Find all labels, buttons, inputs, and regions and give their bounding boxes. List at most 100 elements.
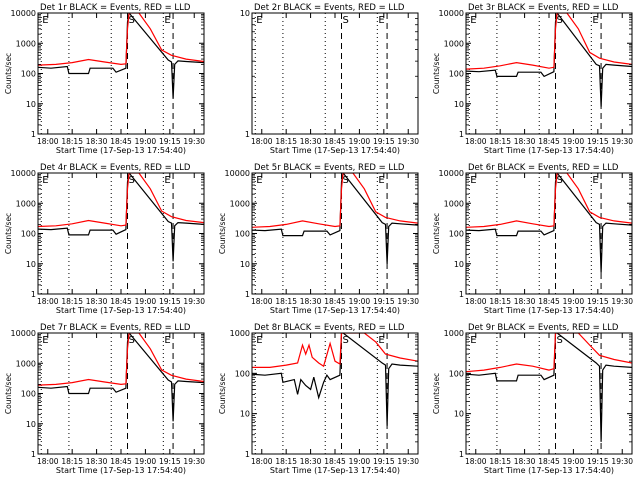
y-tick-label: 10 (26, 420, 36, 429)
x-tick-label: 19:15 (587, 297, 609, 306)
y-tick-label: 100 (21, 390, 36, 399)
y-axis-label: Counts/sec (218, 373, 227, 414)
y-tick-label: 100 (449, 369, 464, 378)
plot-frame (37, 332, 205, 455)
y-tick-label: 10000 (11, 169, 36, 178)
y-tick-label: 1000 (16, 39, 36, 48)
x-tick-label: 19:00 (563, 137, 585, 146)
y-tick-label: 1 (459, 290, 464, 299)
y-tick-label: 10000 (11, 9, 36, 18)
y-axis-label: Counts/sec (432, 373, 441, 414)
y-tick-label: 1000 (16, 359, 36, 368)
x-tick-label: 18:30 (300, 457, 322, 466)
y-tick-label: 1000 (230, 329, 250, 338)
x-tick-label: 19:15 (159, 297, 181, 306)
x-tick-label: 19:30 (397, 297, 419, 306)
x-tick-label: 18:45 (324, 457, 346, 466)
time-marker-label: S (343, 175, 349, 186)
panel-det-4: Det 4r BLACK = Events, RED = LLD E S E 1 10 10… (4, 163, 205, 315)
x-tick-label: 18:45 (110, 297, 132, 306)
plot-frame (37, 172, 205, 295)
series-events (466, 173, 632, 273)
x-tick-label: 18:45 (110, 137, 132, 146)
series-lld (252, 173, 418, 228)
panel-title: Det 9r BLACK = Events, RED = LLD (468, 323, 619, 333)
plot-frame (251, 172, 419, 295)
x-tick-label: 18:00 (37, 297, 59, 306)
time-marker-label: E (592, 15, 598, 26)
panel-title: Det 5r BLACK = Events, RED = LLD (254, 163, 405, 173)
time-marker-label: E (256, 335, 262, 346)
x-tick-label: 18:00 (465, 297, 487, 306)
x-tick-label: 19:00 (349, 457, 371, 466)
panel-title: Det 1r BLACK = Events, RED = LLD (40, 3, 191, 13)
panel-det-6: Det 6r BLACK = Events, RED = LLD E S E 1 10 10… (432, 163, 633, 315)
time-marker-label: E (378, 335, 384, 346)
y-tick-label: 10 (240, 260, 250, 269)
x-tick-label: 18:15 (489, 137, 511, 146)
panel-det-1: Det 1r BLACK = Events, RED = LLD E S E 1 10 10… (4, 3, 205, 155)
y-axis-label: Counts/sec (4, 53, 13, 94)
series-events (252, 333, 418, 426)
y-tick-label: 1000 (444, 329, 464, 338)
x-tick-label: 18:00 (251, 457, 273, 466)
panel-det-5: Det 5r BLACK = Events, RED = LLD E S E 1 10 10… (218, 163, 419, 315)
y-tick-label: 10000 (11, 329, 36, 338)
y-tick-label: 100 (235, 230, 250, 239)
y-tick-label: 10 (454, 260, 464, 269)
time-marker-label: E (256, 175, 262, 186)
y-tick-label: 1000 (230, 199, 250, 208)
x-tick-label: 18:45 (324, 137, 346, 146)
panel-det-8: Det 8r BLACK = Events, RED = LLD E S E 1 10 10… (218, 323, 419, 475)
y-tick-label: 1 (31, 290, 36, 299)
x-tick-label: 18:30 (514, 137, 536, 146)
x-tick-label: 19:00 (349, 297, 371, 306)
time-marker-label: E (42, 335, 48, 346)
x-tick-label: 19:15 (587, 137, 609, 146)
series-lld (466, 173, 632, 228)
y-tick-label: 100 (21, 230, 36, 239)
y-tick-label: 10 (240, 9, 250, 18)
time-marker-label: S (557, 15, 563, 26)
x-tick-label: 18:00 (251, 297, 273, 306)
series-lld (38, 173, 204, 228)
x-tick-label: 18:45 (110, 457, 132, 466)
y-axis-label: Counts/sec (432, 213, 441, 254)
y-tick-label: 100 (449, 70, 464, 79)
x-tick-label: 18:15 (61, 457, 83, 466)
x-tick-label: 18:00 (37, 137, 59, 146)
x-tick-label: 18:15 (489, 297, 511, 306)
x-tick-label: 19:15 (587, 457, 609, 466)
x-axis-label: Start Time (17-Sep-13 17:54:40) (56, 306, 186, 315)
y-tick-label: 1 (245, 450, 250, 459)
x-tick-label: 18:00 (465, 457, 487, 466)
panel-title: Det 4r BLACK = Events, RED = LLD (40, 163, 191, 173)
panel-title: Det 3r BLACK = Events, RED = LLD (468, 3, 619, 13)
y-tick-label: 10 (26, 260, 36, 269)
y-tick-label: 1 (245, 290, 250, 299)
y-tick-label: 10 (26, 100, 36, 109)
x-tick-label: 18:30 (86, 297, 108, 306)
y-tick-label: 1 (31, 450, 36, 459)
x-tick-label: 18:15 (61, 137, 83, 146)
x-tick-label: 19:30 (183, 457, 205, 466)
time-marker-label: E (42, 15, 48, 26)
x-tick-label: 19:00 (349, 137, 371, 146)
y-tick-label: 1 (459, 130, 464, 139)
x-tick-label: 18:15 (275, 457, 297, 466)
x-tick-label: 18:00 (251, 137, 273, 146)
time-marker-label: E (470, 15, 476, 26)
x-axis-label: Start Time (17-Sep-13 17:54:40) (484, 306, 614, 315)
panel-title: Det 7r BLACK = Events, RED = LLD (40, 323, 191, 333)
time-marker-label: E (470, 335, 476, 346)
time-marker-label: E (378, 15, 384, 26)
plot-frame (465, 172, 633, 295)
x-tick-label: 19:30 (183, 297, 205, 306)
x-tick-label: 19:15 (373, 137, 395, 146)
x-axis-label: Start Time (17-Sep-13 17:54:40) (484, 466, 614, 475)
x-tick-label: 19:30 (397, 137, 419, 146)
y-tick-label: 10 (454, 100, 464, 109)
plot-frame (251, 332, 419, 455)
panel-title: Det 2r BLACK = Events, RED = LLD (254, 3, 405, 13)
y-axis-label: Counts/sec (432, 53, 441, 94)
